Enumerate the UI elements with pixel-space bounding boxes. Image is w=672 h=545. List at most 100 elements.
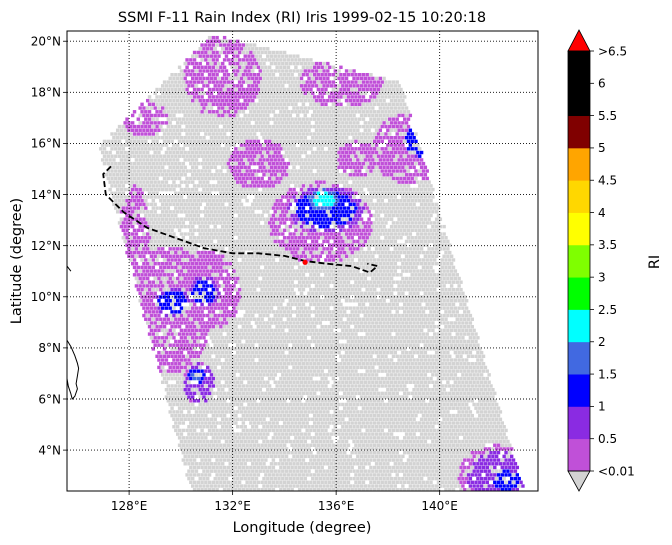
rain-index-pixel bbox=[258, 328, 262, 333]
rain-index-pixel bbox=[209, 373, 214, 377]
rain-index-pixel bbox=[380, 302, 384, 307]
rain-index-pixel bbox=[350, 347, 354, 351]
rain-index-pixel bbox=[470, 391, 474, 396]
rain-index-pixel bbox=[342, 287, 347, 292]
rain-index-pixel bbox=[202, 269, 206, 273]
rain-index-pixel bbox=[312, 310, 317, 314]
rain-index-pixel bbox=[189, 376, 193, 381]
rain-index-pixel bbox=[389, 432, 394, 436]
rain-index-pixel bbox=[408, 454, 413, 459]
rain-index-pixel bbox=[440, 347, 444, 351]
rain-index-pixel bbox=[404, 365, 409, 370]
rain-index-pixel bbox=[472, 387, 476, 392]
rain-index-pixel bbox=[380, 488, 384, 491]
rain-index-pixel bbox=[491, 454, 495, 459]
rain-index-pixel bbox=[292, 336, 296, 340]
rain-index-pixel bbox=[269, 410, 274, 414]
rain-index-pixel bbox=[431, 365, 435, 370]
rain-index-pixel bbox=[318, 469, 322, 473]
rain-index-pixel bbox=[380, 347, 384, 351]
rain-index-pixel bbox=[297, 310, 302, 314]
rain-index-pixel bbox=[202, 417, 206, 422]
rain-index-pixel bbox=[314, 410, 319, 414]
rain-index-pixel bbox=[284, 336, 289, 340]
rain-index-pixel bbox=[451, 480, 456, 485]
rain-index-pixel bbox=[374, 350, 379, 355]
rain-index-pixel bbox=[496, 443, 501, 447]
rain-index-pixel bbox=[489, 458, 493, 462]
rain-index-pixel bbox=[222, 324, 227, 329]
rain-index-pixel bbox=[363, 358, 368, 362]
rain-index-pixel bbox=[449, 432, 454, 436]
rain-index-pixel bbox=[350, 450, 354, 455]
rain-index-pixel bbox=[138, 284, 142, 288]
rain-index-pixel bbox=[410, 310, 414, 314]
rain-index-pixel bbox=[252, 428, 257, 433]
rain-index-pixel bbox=[350, 465, 354, 470]
rain-index-pixel bbox=[403, 480, 407, 485]
rain-index-pixel bbox=[307, 306, 311, 310]
rain-index-pixel bbox=[408, 373, 413, 377]
rain-index-pixel bbox=[192, 406, 197, 410]
rain-index-pixel bbox=[179, 358, 184, 362]
rain-index-pixel bbox=[207, 406, 212, 410]
rain-index-pixel bbox=[206, 476, 210, 481]
rain-index-pixel bbox=[479, 373, 484, 377]
rain-index-pixel bbox=[151, 347, 156, 351]
rain-index-pixel bbox=[275, 384, 279, 388]
rain-index-pixel bbox=[284, 395, 289, 399]
rain-index-pixel bbox=[204, 391, 208, 396]
rain-index-pixel bbox=[397, 358, 401, 362]
rain-index-pixel bbox=[335, 273, 339, 277]
rain-index-pixel bbox=[346, 324, 351, 329]
rain-index-pixel bbox=[281, 417, 285, 422]
rain-index-pixel bbox=[228, 276, 232, 281]
rain-index-pixel bbox=[333, 417, 337, 422]
rain-index-pixel bbox=[219, 339, 223, 344]
rain-index-pixel bbox=[288, 321, 292, 325]
rain-index-pixel bbox=[399, 354, 403, 359]
rain-index-pixel bbox=[459, 421, 463, 425]
rain-index-pixel bbox=[275, 362, 279, 366]
rain-index-pixel bbox=[406, 369, 411, 373]
rain-index-pixel bbox=[326, 306, 330, 310]
rain-index-pixel bbox=[200, 265, 204, 270]
rain-index-pixel bbox=[419, 462, 424, 466]
rain-index-pixel bbox=[266, 358, 270, 362]
rain-index-pixel bbox=[286, 354, 291, 359]
rain-index-pixel bbox=[189, 362, 193, 366]
rain-index-pixel bbox=[367, 306, 371, 310]
rain-index-pixel bbox=[187, 454, 191, 459]
rain-index-pixel bbox=[344, 395, 349, 399]
rain-index-pixel bbox=[202, 484, 206, 488]
rain-index-pixel bbox=[421, 421, 426, 425]
rain-index-pixel bbox=[170, 391, 174, 396]
rain-index-pixel bbox=[401, 336, 405, 340]
rain-index-pixel bbox=[431, 469, 435, 473]
rain-index-pixel bbox=[211, 413, 216, 418]
rain-index-pixel bbox=[192, 391, 197, 396]
rain-index-pixel bbox=[312, 332, 317, 336]
rain-index-pixel bbox=[284, 417, 289, 422]
rain-index-pixel bbox=[217, 454, 221, 459]
rain-index-pixel bbox=[425, 287, 429, 292]
rain-index-pixel bbox=[453, 269, 458, 273]
rain-index-pixel bbox=[239, 328, 244, 333]
rain-index-pixel bbox=[187, 425, 191, 429]
rain-index-pixel bbox=[487, 454, 491, 459]
rain-index-pixel bbox=[271, 465, 276, 470]
rain-index-pixel bbox=[418, 347, 422, 351]
rain-index-pixel bbox=[433, 413, 437, 418]
rain-index-pixel bbox=[142, 291, 146, 296]
rain-index-pixel bbox=[378, 299, 383, 303]
rain-index-pixel bbox=[187, 299, 191, 303]
rain-index-pixel bbox=[177, 324, 182, 329]
rain-index-pixel bbox=[316, 287, 321, 292]
rain-index-pixel bbox=[341, 432, 345, 436]
rain-index-pixel bbox=[448, 354, 452, 359]
rain-index-pixel bbox=[286, 324, 291, 329]
rain-index-pixel bbox=[258, 284, 262, 288]
rain-index-pixel bbox=[155, 310, 159, 314]
rain-index-pixel bbox=[164, 276, 169, 281]
rain-index-pixel bbox=[247, 476, 251, 481]
